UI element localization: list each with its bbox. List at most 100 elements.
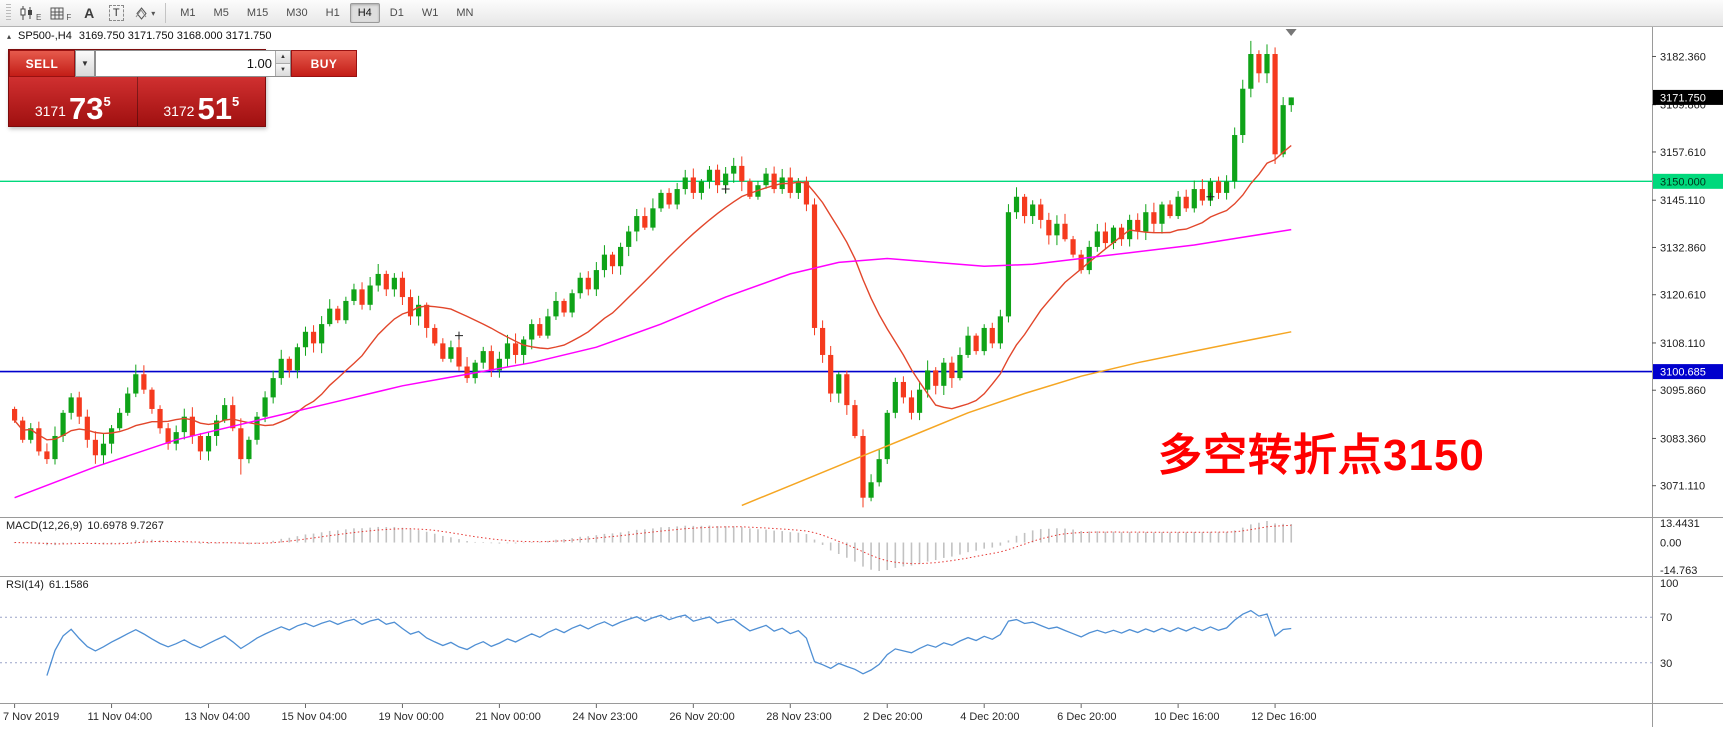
- macd-histogram-bar: [433, 533, 436, 543]
- time-axis-label: 2 Dec 20:00: [863, 711, 922, 723]
- macd-histogram-bar: [999, 542, 1002, 546]
- sell-button[interactable]: SELL: [9, 50, 75, 77]
- macd-values: 10.6978 9.7267: [87, 520, 164, 532]
- candle-body: [1005, 212, 1012, 317]
- macd-histogram-bar: [870, 542, 872, 570]
- macd-axis-label: -14.763: [1660, 565, 1697, 577]
- macd-histogram-bar: [1088, 531, 1091, 543]
- price-axis-label: 3182.360: [1660, 51, 1706, 63]
- candle-body: [1022, 196, 1028, 217]
- bid-main: 73: [68, 90, 104, 126]
- volume-input[interactable]: [96, 51, 275, 76]
- candle-body: [1207, 181, 1214, 201]
- toolbar-sub-f: F: [66, 12, 72, 22]
- symbol-ohlc: 3169.750 3171.750 3168.000 3171.750: [78, 30, 272, 42]
- volume-up-button[interactable]: ▲: [276, 51, 290, 63]
- macd-histogram-bar: [86, 542, 89, 544]
- macd-histogram-bar: [369, 527, 371, 543]
- timeframe-button-m30[interactable]: M30: [286, 7, 308, 19]
- font-icon: A: [84, 5, 95, 21]
- macd-histogram-bar: [1023, 532, 1026, 543]
- timeframe-button-h1[interactable]: H1: [325, 7, 340, 19]
- candle-body: [278, 358, 284, 379]
- time-axis-label: 12 Dec 16:00: [1251, 711, 1316, 723]
- candle-body: [512, 343, 519, 355]
- ma-mid-line: [14, 228, 1292, 499]
- macd-histogram-bar: [425, 531, 428, 543]
- candle-body: [650, 208, 656, 228]
- candle-body: [900, 381, 906, 398]
- candle-body: [908, 397, 915, 413]
- grid-button[interactable]: F: [46, 2, 75, 24]
- macd-histogram-bar: [126, 541, 129, 543]
- macd-histogram-bar: [547, 540, 549, 543]
- macd-histogram-bar: [1128, 532, 1131, 543]
- candle-body: [407, 297, 414, 317]
- macd-histogram-bar: [175, 542, 177, 543]
- macd-histogram-bar: [967, 542, 969, 553]
- macd-histogram-bar: [862, 542, 864, 567]
- candle-body: [585, 277, 591, 290]
- ask-quote[interactable]: 3172 51 5: [136, 77, 266, 126]
- timeframe-button-m1[interactable]: M1: [180, 7, 196, 19]
- macd-histogram-bar: [1250, 524, 1252, 543]
- candle-body: [1078, 254, 1084, 271]
- candle-body: [52, 435, 58, 460]
- candle-body: [593, 270, 599, 290]
- price-axis-label: 3157.610: [1660, 147, 1706, 159]
- candlestick-style-button[interactable]: E: [15, 2, 45, 24]
- candle-body: [666, 192, 672, 205]
- macd-histogram-bar: [943, 542, 945, 558]
- candle-body: [205, 435, 212, 452]
- candle-body: [270, 378, 276, 398]
- macd-histogram-bar: [724, 526, 727, 543]
- macd-histogram-bar: [1015, 535, 1018, 543]
- candle-body: [569, 293, 575, 313]
- candle-body: [367, 285, 373, 305]
- candle-body: [1086, 246, 1092, 271]
- candle-body: [828, 354, 834, 394]
- timeframe-button-h4[interactable]: H4: [349, 3, 380, 23]
- price-axis-label: 3071.110: [1660, 481, 1705, 493]
- macd-histogram-bar: [361, 528, 363, 543]
- timeframe-button-w1[interactable]: W1: [421, 7, 439, 19]
- candle-body: [634, 216, 640, 232]
- rsi-axis-label: 100: [1660, 578, 1678, 590]
- shapes-icon: [135, 6, 147, 20]
- font-button[interactable]: A: [76, 2, 102, 24]
- macd-histogram-bar: [401, 527, 404, 543]
- price-badge: [1653, 89, 1723, 105]
- candle-body: [391, 277, 397, 290]
- buy-button[interactable]: BUY: [291, 50, 357, 77]
- bid-prefix: 3171: [34, 103, 66, 119]
- one-click-toggle-icon[interactable]: ▴: [7, 31, 12, 41]
- text-label-button[interactable]: T: [103, 2, 129, 24]
- time-axis-label: 28 Nov 23:00: [766, 711, 831, 723]
- candle-body: [771, 173, 777, 190]
- bid-quote[interactable]: 3171 73 5: [9, 77, 137, 126]
- rsi-title: RSI(14): [6, 579, 44, 591]
- macd-histogram-bar: [1056, 528, 1058, 543]
- candle-body: [1151, 212, 1157, 224]
- volume-dropdown-button[interactable]: ▼: [75, 50, 95, 77]
- ask-sup: 5: [231, 94, 240, 109]
- toolbar-grip[interactable]: [6, 4, 11, 22]
- candle-body: [674, 189, 680, 205]
- candle-body: [933, 370, 939, 386]
- candle-body: [399, 277, 406, 298]
- volume-down-button[interactable]: ▼: [276, 63, 290, 76]
- candle-body: [618, 246, 624, 267]
- timeframe-button-m15[interactable]: M15: [246, 7, 269, 19]
- price-axis-label: 3132.860: [1660, 242, 1706, 254]
- timeframe-button-d1[interactable]: D1: [389, 7, 404, 19]
- macd-axis-label: 0.00: [1660, 538, 1681, 550]
- macd-histogram-bar: [248, 542, 250, 545]
- timeframe-button-m5[interactable]: M5: [213, 7, 229, 19]
- candle-body: [1224, 181, 1230, 193]
- timeframe-button-mn[interactable]: MN: [456, 7, 474, 19]
- candle-body: [1038, 204, 1044, 220]
- objects-button[interactable]: ▾: [130, 2, 159, 24]
- macd-histogram-bar: [781, 531, 783, 543]
- macd-histogram-bar: [619, 532, 622, 543]
- candle-body: [456, 347, 462, 367]
